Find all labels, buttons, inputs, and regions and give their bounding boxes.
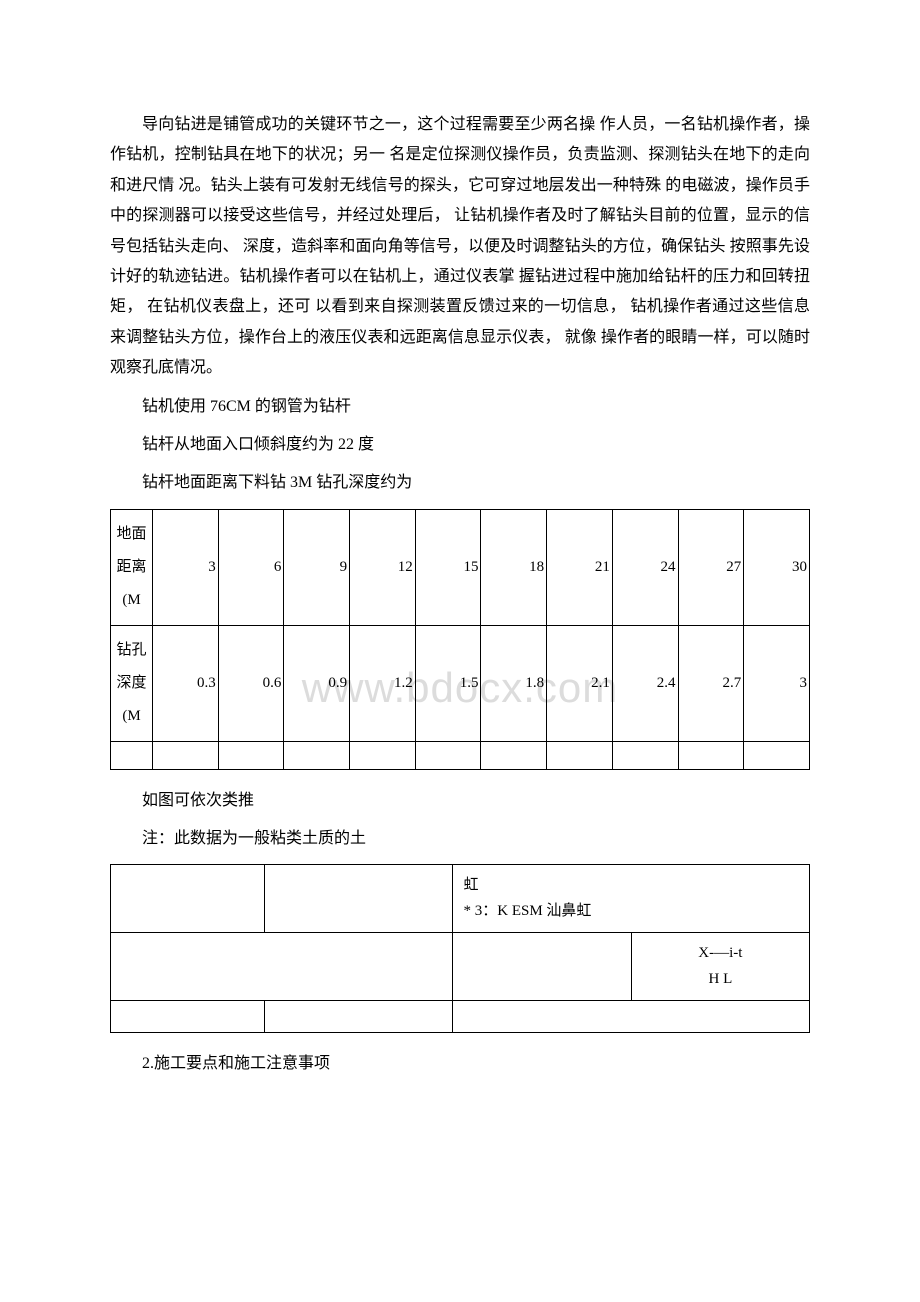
cell-text-line: X-—i-t — [642, 941, 799, 967]
table-cell: 9 — [284, 509, 350, 625]
table-row: 地面 距离 (M 3 6 9 12 15 18 21 24 27 30 — [111, 509, 810, 625]
table-row: X-—i-t H L — [111, 933, 810, 1001]
paragraph-main: 导向钻进是铺管成功的关键环节之一，这个过程需要至少两名操 作人员，一名钻机操作者… — [110, 110, 810, 384]
table-cell — [111, 933, 453, 1001]
table-cell: 12 — [350, 509, 416, 625]
table-cell — [481, 741, 547, 769]
paragraph-pipe-spec: 钻机使用 76CM 的钢管为钻杆 — [110, 392, 810, 422]
table-row-empty — [111, 741, 810, 769]
paragraph-note-reference: 如图可依次类推 — [110, 786, 810, 816]
table-cell — [744, 741, 810, 769]
table-cell: 18 — [481, 509, 547, 625]
document-content: 导向钻进是铺管成功的关键环节之一，这个过程需要至少两名操 作人员，一名钻机操作者… — [110, 110, 810, 1080]
table-cell: 30 — [744, 509, 810, 625]
table-cell — [453, 933, 631, 1001]
table-cell — [111, 865, 265, 933]
table-cell: 1.5 — [415, 625, 481, 741]
row-label-depth: 钻孔 深度 (M — [111, 625, 153, 741]
table-cell: 虹 * 3：K ESM 汕鼻虹 — [453, 865, 810, 933]
paragraph-note: 注：此数据为一般粘类土质的土 — [110, 824, 810, 854]
table-cell — [264, 865, 453, 933]
paragraph-section-heading: 2.施工要点和施工注意事项 — [110, 1049, 810, 1079]
cell-text-line: H L — [642, 967, 799, 993]
table-cell: 3 — [153, 509, 219, 625]
table-cell — [218, 741, 284, 769]
table-cell — [111, 1001, 265, 1033]
table-cell — [264, 1001, 453, 1033]
table-cell — [153, 741, 219, 769]
table-cell: 1.2 — [350, 625, 416, 741]
cell-text-line: * 3：K ESM 汕鼻虹 — [463, 899, 799, 925]
table-cell: 1.8 — [481, 625, 547, 741]
secondary-table: 虹 * 3：K ESM 汕鼻虹 X-—i-t H L — [110, 864, 810, 1033]
table-cell — [612, 741, 678, 769]
table-cell — [111, 741, 153, 769]
table-cell: 0.9 — [284, 625, 350, 741]
table-cell — [453, 1001, 810, 1033]
table-cell: 24 — [612, 509, 678, 625]
table-cell: X-—i-t H L — [631, 933, 809, 1001]
cell-text-line: 虹 — [463, 873, 799, 899]
table-cell: 2.4 — [612, 625, 678, 741]
table-cell: 6 — [218, 509, 284, 625]
row-label-distance: 地面 距离 (M — [111, 509, 153, 625]
table-cell — [547, 741, 613, 769]
table-row: 钻孔 深度 (M 0.3 0.6 0.9 1.2 1.5 1.8 2.1 2.4… — [111, 625, 810, 741]
table-cell: 3 — [744, 625, 810, 741]
table-cell: 21 — [547, 509, 613, 625]
table-cell — [415, 741, 481, 769]
distance-depth-table: 地面 距离 (M 3 6 9 12 15 18 21 24 27 30 钻孔 深… — [110, 509, 810, 770]
table-cell — [284, 741, 350, 769]
table-cell: 2.7 — [678, 625, 744, 741]
paragraph-angle-spec: 钻杆从地面入口倾斜度约为 22 度 — [110, 430, 810, 460]
table-row: 虹 * 3：K ESM 汕鼻虹 — [111, 865, 810, 933]
table-cell: 0.3 — [153, 625, 219, 741]
table-cell: 27 — [678, 509, 744, 625]
table-cell — [678, 741, 744, 769]
table-cell: 15 — [415, 509, 481, 625]
table-cell: 2.1 — [547, 625, 613, 741]
table-cell — [350, 741, 416, 769]
paragraph-depth-intro: 钻杆地面距离下料钻 3M 钻孔深度约为 — [110, 468, 810, 498]
table-row — [111, 1001, 810, 1033]
table-cell: 0.6 — [218, 625, 284, 741]
